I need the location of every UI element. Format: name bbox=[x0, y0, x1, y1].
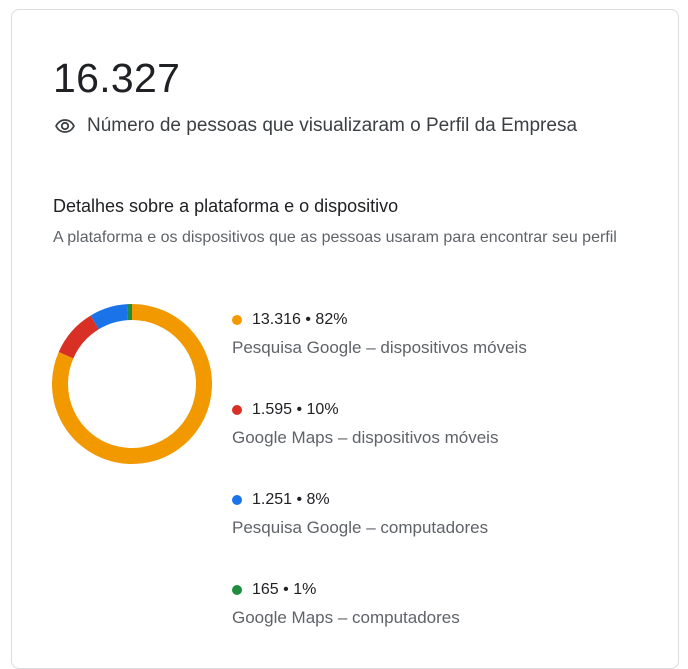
legend-label: Google Maps – dispositivos móveis bbox=[232, 428, 672, 448]
legend-dot-red bbox=[232, 405, 242, 415]
legend-item: 165 • 1% Google Maps – computadores bbox=[232, 579, 672, 639]
legend-value: 165 • 1% bbox=[252, 581, 316, 599]
legend-label: Google Maps – computadores bbox=[232, 608, 672, 628]
legend-value: 13.316 • 82% bbox=[252, 311, 347, 329]
section-description: A plataforma e os dispositivos que as pe… bbox=[53, 225, 643, 250]
total-views-number: 16.327 bbox=[53, 56, 180, 100]
legend-value: 1.251 • 8% bbox=[252, 491, 330, 509]
legend-dot-blue bbox=[232, 495, 242, 505]
legend-dot-green bbox=[232, 585, 242, 595]
legend-dot-orange bbox=[232, 315, 242, 325]
legend-item: 1.251 • 8% Pesquisa Google – computadore… bbox=[232, 489, 672, 549]
legend-label: Pesquisa Google – dispositivos móveis bbox=[232, 338, 672, 358]
donut-slice-maps-moveis bbox=[66, 322, 95, 355]
legend-item: 1.595 • 10% Google Maps – dispositivos m… bbox=[232, 399, 672, 459]
eye-icon bbox=[53, 114, 77, 138]
legend-value: 1.595 • 10% bbox=[252, 401, 339, 419]
legend-item: 13.316 • 82% Pesquisa Google – dispositi… bbox=[232, 309, 672, 369]
metric-description-row: Número de pessoas que visualizaram o Per… bbox=[53, 114, 577, 138]
section-title: Detalhes sobre a plataforma e o disposit… bbox=[53, 196, 398, 217]
donut-slice-pesquisa-computadores bbox=[95, 312, 128, 322]
metric-label: Número de pessoas que visualizaram o Per… bbox=[87, 115, 577, 137]
profile-views-card: 16.327 Número de pessoas que visualizara… bbox=[11, 9, 679, 669]
platform-donut-chart bbox=[49, 301, 215, 467]
legend-label: Pesquisa Google – computadores bbox=[232, 518, 672, 538]
